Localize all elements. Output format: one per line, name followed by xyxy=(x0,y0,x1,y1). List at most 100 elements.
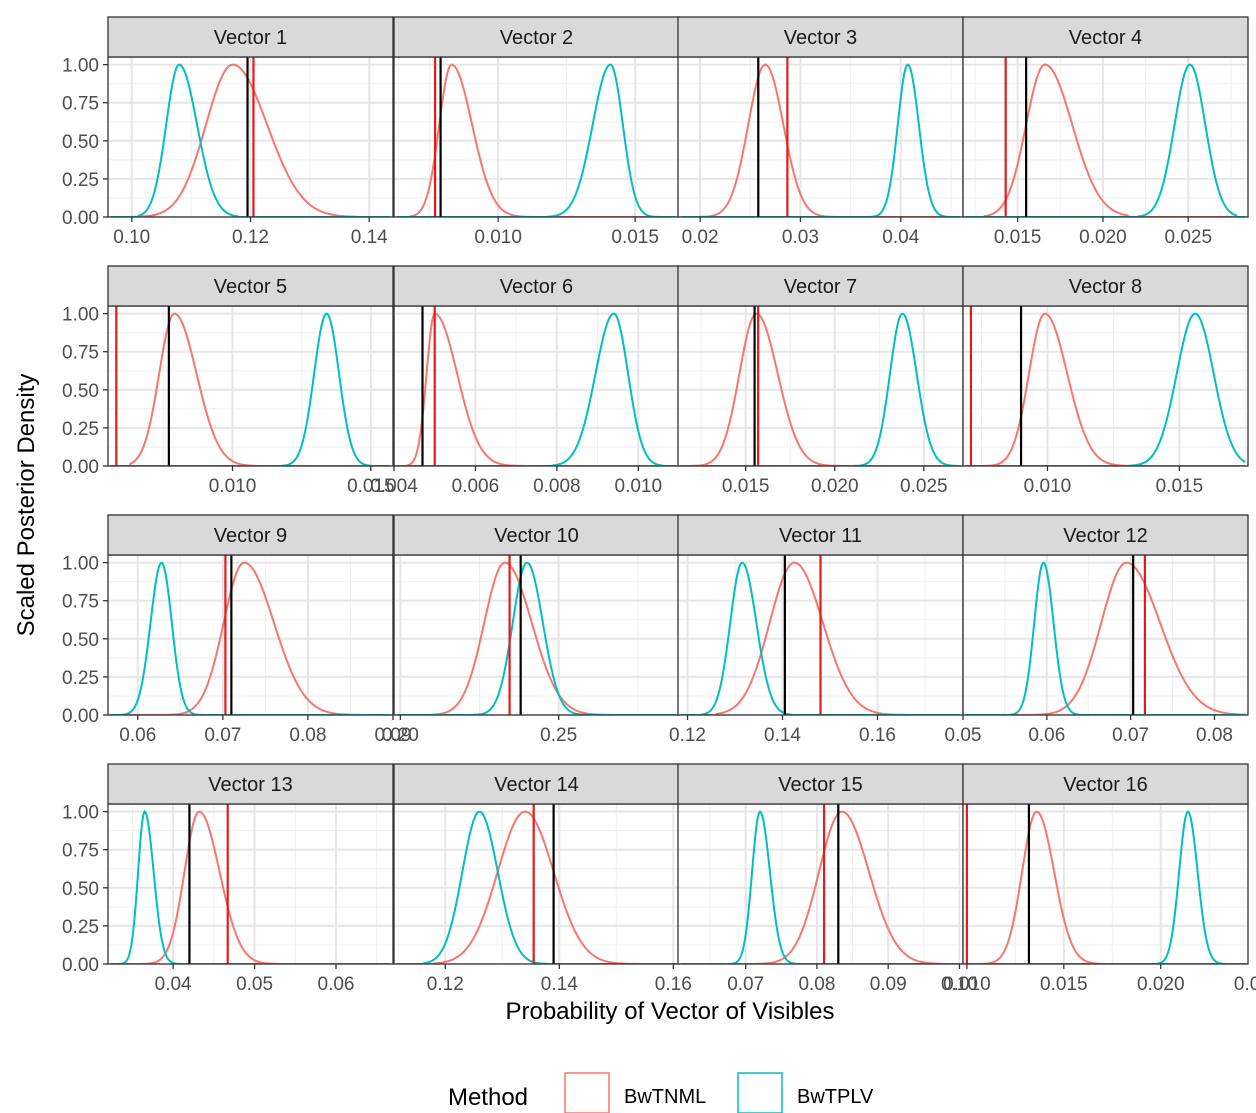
y-tick-label: 1.00 xyxy=(62,803,99,824)
facet-strip-label: Vector 11 xyxy=(779,525,862,547)
facet-vector-8: Vector 8 0.010 0.015 xyxy=(962,265,1249,497)
x-tick-label: 0.020 xyxy=(1137,974,1185,995)
facet-strip xyxy=(677,265,964,307)
x-tick-label: 0.12 xyxy=(669,725,706,746)
density-curve-bwtnml xyxy=(110,810,391,964)
facet-strip-label: Vector 12 xyxy=(1063,525,1148,547)
y-tick-label: 0.50 xyxy=(62,381,99,402)
panel-background xyxy=(394,804,679,964)
legend-key-bwtplv xyxy=(737,1072,783,1113)
x-tick-label: 0.015 xyxy=(1040,974,1088,995)
density-curve-bwtplv xyxy=(110,312,391,466)
facet-vector-7: Vector 7 0.015 0.020 0.025 xyxy=(677,265,964,497)
panel-background xyxy=(963,804,1248,964)
density-curves xyxy=(965,306,1246,466)
x-tick-label: 0.14 xyxy=(541,974,578,995)
y-tick-label: 1.00 xyxy=(62,305,99,326)
facet-strip-label: Vector 4 xyxy=(1069,27,1142,49)
x-tick-label: 0.025 xyxy=(1164,227,1212,248)
x-tick-label: 0.12 xyxy=(232,227,269,248)
panel-background xyxy=(678,306,963,466)
x-tick-label: 0.04 xyxy=(155,974,192,995)
x-tick-label: 0.12 xyxy=(427,974,464,995)
density-curve-bwtnml xyxy=(396,312,677,466)
density-curves xyxy=(396,57,677,217)
y-tick-label: 0.25 xyxy=(62,668,99,689)
facet-strip-label: Vector 9 xyxy=(214,525,287,547)
panel-background xyxy=(963,555,1248,715)
x-tick-label: 0.25 xyxy=(540,725,577,746)
x-tick-label: 0.14 xyxy=(764,725,801,746)
gridlines xyxy=(963,306,1248,466)
x-tick-label: 0.010 xyxy=(474,227,522,248)
density-curves xyxy=(680,306,961,466)
x-tick-label: 0.16 xyxy=(859,725,896,746)
x-tick-label: 0.015 xyxy=(722,476,770,497)
facet-vector-13: Vector 13 0.04 0.05 0.06 0.00 0.25 0.50 0.75 1.0… xyxy=(62,763,394,995)
density-curve-bwtplv xyxy=(110,63,391,217)
density-curve-bwtnml xyxy=(965,312,1246,466)
x-tick-label: 0.015 xyxy=(994,227,1042,248)
x-tick-label: 0.025 xyxy=(900,476,948,497)
facet-strip xyxy=(962,265,1249,307)
y-tick-label: 0.25 xyxy=(62,170,99,191)
x-tick-label: 0.16 xyxy=(655,974,692,995)
density-curve-bwtnml xyxy=(965,561,1246,715)
gridlines xyxy=(394,306,679,466)
x-tick-label: 0.20 xyxy=(382,725,419,746)
facet-strip xyxy=(393,265,680,307)
x-tick-label: 0.010 xyxy=(943,974,991,995)
facet-strip-label: Vector 7 xyxy=(784,276,857,298)
facet-strip xyxy=(107,514,394,556)
gridlines xyxy=(963,57,1248,217)
density-curve-bwtplv xyxy=(110,561,391,715)
facet-strip xyxy=(393,763,680,805)
facet-strip-label: Vector 2 xyxy=(500,27,573,49)
x-tick-label: 0.010 xyxy=(615,476,663,497)
facet-vector-9: Vector 9 0.06 0.07 0.08 0.09 0.00 0.25 0.50 0.75… xyxy=(62,514,411,746)
x-tick-label: 0.008 xyxy=(533,476,581,497)
facet-strip-label: Vector 1 xyxy=(214,27,287,49)
density-curve-bwtnml xyxy=(396,561,677,715)
panel-background xyxy=(394,306,679,466)
facet-strip xyxy=(677,16,964,58)
facet-panels: Vector 1 0.10 0.12 0.14 0.00 0.25 0.50 0.75 1.00… xyxy=(62,16,1256,995)
facet-strip-label: Vector 14 xyxy=(494,774,579,796)
y-tick-label: 0.00 xyxy=(62,457,99,478)
x-tick-label: 0.14 xyxy=(351,227,388,248)
facet-strip-label: Vector 10 xyxy=(494,525,579,547)
y-tick-label: 1.00 xyxy=(62,56,99,77)
facet-strip xyxy=(962,514,1249,556)
facet-vector-3: Vector 3 0.02 0.03 0.04 xyxy=(677,16,964,248)
y-tick-label: 0.25 xyxy=(62,419,99,440)
panel-background xyxy=(678,804,963,964)
x-tick-label: 0.020 xyxy=(1079,227,1127,248)
x-tick-label: 0.015 xyxy=(347,476,395,497)
facet-vector-15: Vector 15 0.07 0.08 0.09 0.10 xyxy=(677,763,978,995)
facet-strip xyxy=(107,265,394,307)
density-curve-bwtplv xyxy=(396,63,677,217)
facet-strip-label: Vector 15 xyxy=(778,774,863,796)
density-curve-bwtnml xyxy=(396,63,677,217)
gridlines xyxy=(678,57,963,217)
density-curve-bwtplv xyxy=(396,810,677,964)
x-tick-label: 0.05 xyxy=(945,725,982,746)
density-curve-bwtplv xyxy=(680,63,961,217)
facet-strip-label: Vector 6 xyxy=(500,276,573,298)
x-tick-label: 0.08 xyxy=(798,974,835,995)
facet-vector-10: Vector 10 0.20 0.25 xyxy=(382,514,680,746)
legend-label-bwtplv: BwTPLV xyxy=(797,1086,874,1108)
density-curve-bwtplv xyxy=(965,810,1246,964)
density-curves xyxy=(110,57,391,217)
x-tick-label: 0.08 xyxy=(1196,725,1233,746)
facet-vector-14: Vector 14 0.12 0.14 0.16 xyxy=(393,763,692,995)
facet-strip-label: Vector 16 xyxy=(1063,774,1148,796)
x-tick-label: 0.07 xyxy=(727,974,764,995)
x-tick-label: 0.006 xyxy=(452,476,500,497)
y-axis-title: Scaled Posterior Density xyxy=(13,374,40,637)
facet-strip xyxy=(962,763,1249,805)
facet-vector-5: Vector 5 0.010 0.015 0.00 0.25 0.50 0.75 1.00 xyxy=(62,265,395,497)
facet-strip-label: Vector 3 xyxy=(784,27,857,49)
x-tick-label: 0.05 xyxy=(236,974,273,995)
